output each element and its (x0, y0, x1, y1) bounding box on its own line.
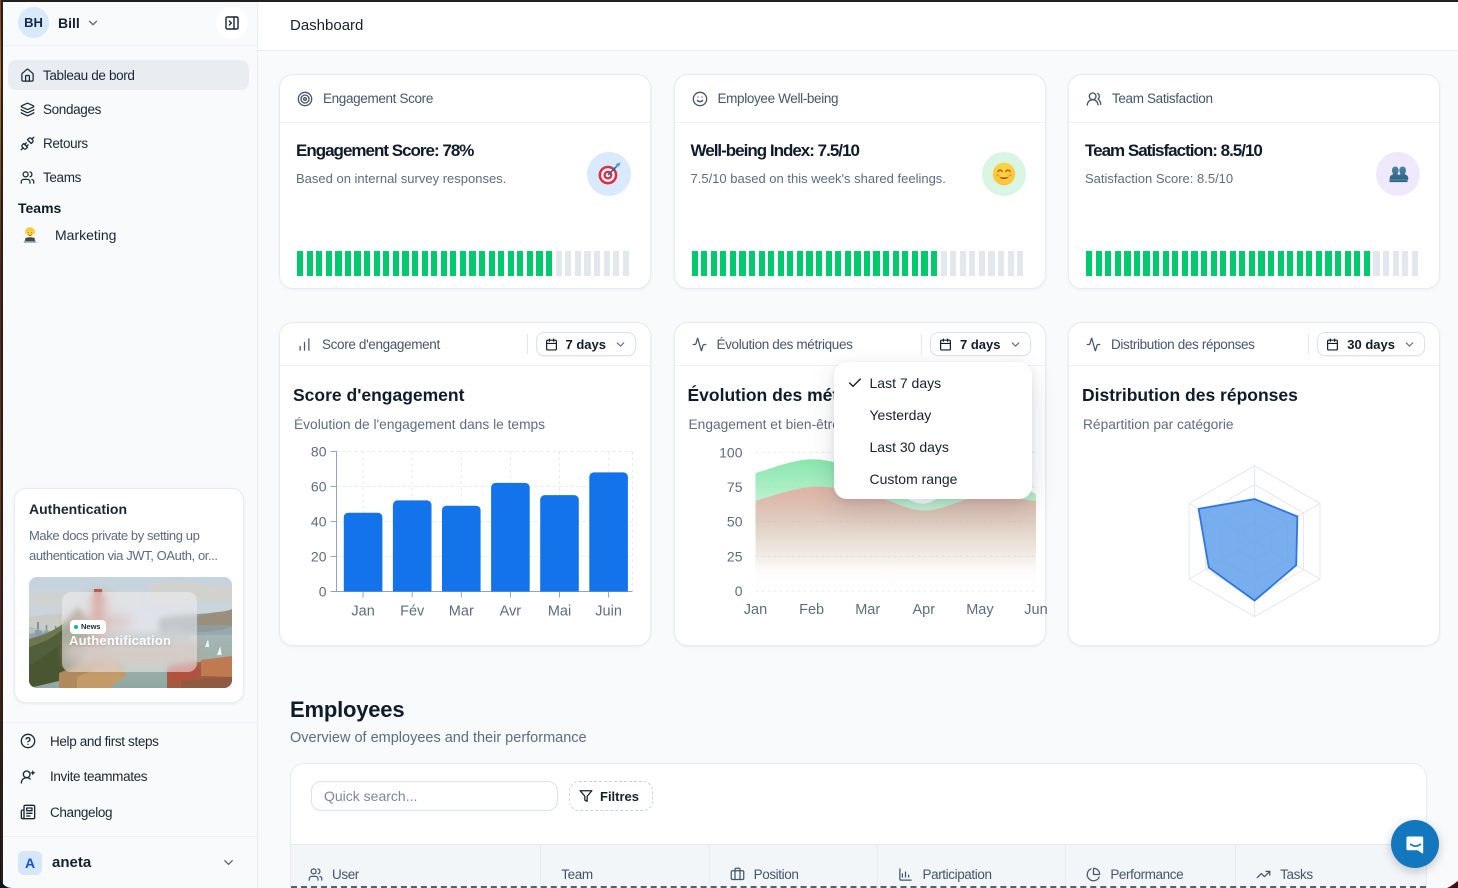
svg-text:80: 80 (311, 443, 327, 459)
svg-text:Jan: Jan (351, 604, 374, 620)
svg-text:Mar: Mar (855, 602, 880, 618)
svg-text:Feb: Feb (799, 602, 824, 618)
svg-text:Avr: Avr (500, 604, 522, 620)
svg-text:Jan: Jan (743, 602, 766, 618)
svg-text:Apr: Apr (912, 602, 935, 618)
svg-text:40: 40 (311, 513, 327, 529)
svg-text:100: 100 (719, 444, 743, 460)
svg-text:Mar: Mar (449, 604, 474, 620)
svg-text:Jun: Jun (1024, 602, 1047, 618)
svg-text:50: 50 (726, 514, 742, 530)
svg-text:75: 75 (726, 479, 742, 495)
svg-text:0: 0 (319, 584, 327, 600)
svg-text:Mai: Mai (548, 604, 571, 620)
svg-text:25: 25 (726, 548, 742, 564)
svg-text:May: May (966, 602, 994, 618)
svg-text:Fév: Fév (400, 604, 425, 620)
svg-text:Juin: Juin (595, 604, 622, 620)
svg-text:20: 20 (311, 548, 327, 564)
svg-text:60: 60 (311, 478, 327, 494)
svg-text:0: 0 (734, 583, 742, 599)
